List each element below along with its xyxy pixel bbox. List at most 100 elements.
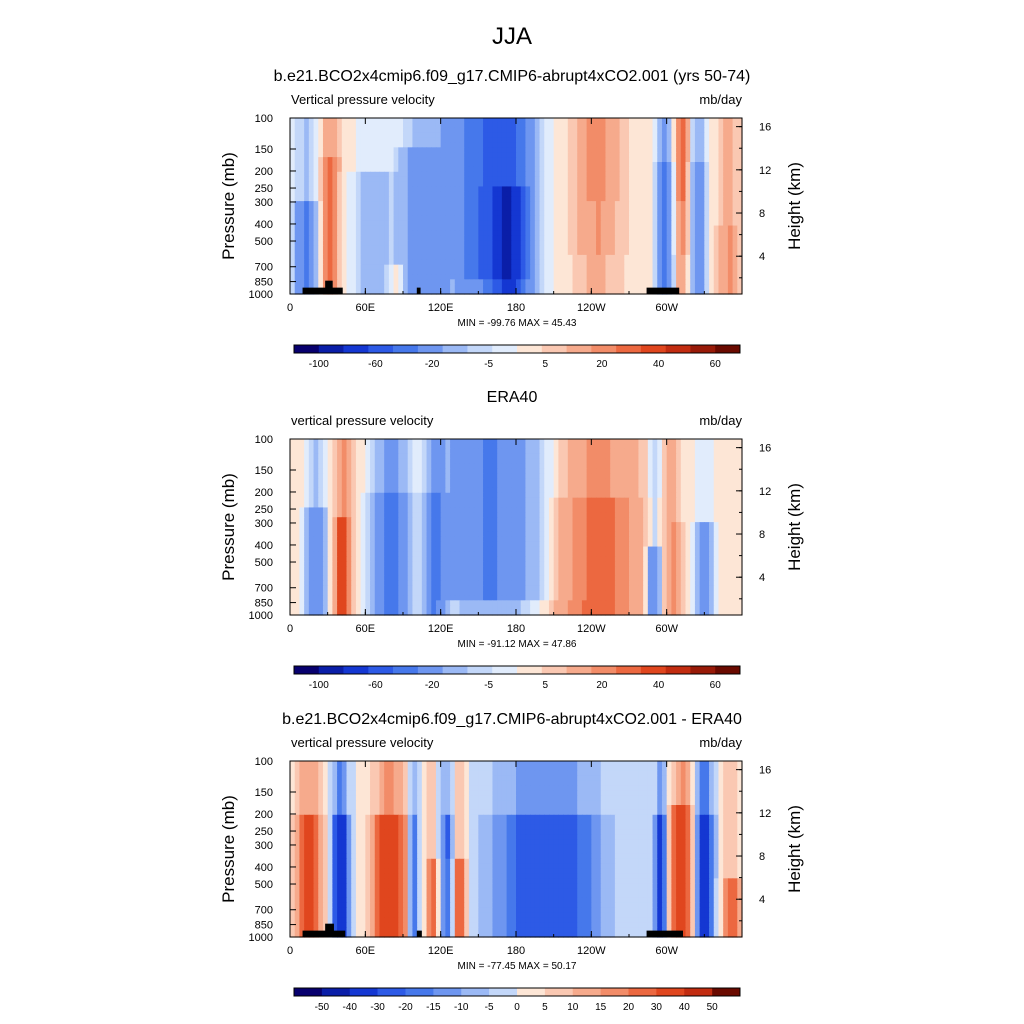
- field-cell: [290, 492, 296, 499]
- field-cell: [487, 166, 494, 173]
- field-cell: [619, 201, 625, 207]
- field-cell: [694, 137, 701, 144]
- field-cell: [318, 166, 324, 173]
- field-cell: [435, 225, 442, 232]
- field-cell: [577, 502, 583, 509]
- field-cell: [351, 157, 357, 163]
- field-cell: [694, 502, 701, 509]
- field-cell: [596, 473, 602, 479]
- field-cell: [412, 147, 418, 153]
- field-cell: [426, 142, 432, 148]
- field-cell: [487, 439, 494, 445]
- field-cell: [704, 463, 710, 469]
- field-cell: [718, 196, 724, 202]
- field-cell: [492, 463, 498, 469]
- field-cell: [633, 458, 640, 465]
- field-cell: [511, 502, 517, 509]
- field-cell: [633, 220, 640, 227]
- field-cell: [661, 186, 668, 192]
- field-cell: [723, 191, 729, 197]
- x-tick-label: 120E: [428, 302, 454, 314]
- field-cell: [633, 463, 640, 469]
- field-cell: [346, 289, 352, 295]
- field-cell: [516, 274, 522, 280]
- field-cell: [440, 196, 446, 202]
- field-cell: [393, 230, 399, 236]
- field-cell: [539, 215, 545, 222]
- field-cell: [332, 142, 338, 148]
- field-cell: [723, 259, 729, 266]
- field-cell: [680, 122, 687, 129]
- field-cell: [586, 206, 592, 212]
- field-cell: [501, 453, 508, 460]
- field-cell: [351, 289, 357, 295]
- field-cell: [318, 245, 324, 251]
- field-cell: [487, 259, 494, 266]
- field-cell: [501, 245, 508, 251]
- field-cell: [454, 289, 461, 295]
- field-cell: [516, 181, 522, 188]
- field-cell: [473, 453, 479, 460]
- field-cell: [685, 201, 691, 207]
- field-cell: [421, 487, 428, 494]
- field-cell: [492, 240, 498, 246]
- field-cell: [332, 458, 338, 465]
- field-cell: [685, 439, 691, 445]
- field-cell: [431, 254, 437, 261]
- field-cell: [676, 448, 682, 455]
- field-cell: [346, 463, 352, 469]
- field-cell: [351, 443, 357, 450]
- field-cell: [581, 250, 588, 256]
- field-cell: [346, 132, 352, 139]
- field-cell: [727, 492, 734, 499]
- field-cell: [445, 478, 451, 484]
- field-cell: [511, 118, 517, 124]
- field-cell: [713, 279, 720, 285]
- field-cell: [332, 269, 338, 276]
- field-cell: [572, 439, 578, 445]
- field-cell: [605, 289, 611, 295]
- field-cell: [713, 230, 720, 236]
- field-cell: [431, 492, 437, 499]
- panel-1: b.e21.BCO2x4cmip6.f09_g17.CMIP6-abrupt4x…: [219, 68, 804, 370]
- field-cell: [322, 492, 329, 499]
- field-cell: [351, 152, 357, 158]
- field-cell: [591, 468, 597, 474]
- field-cell: [459, 269, 465, 276]
- field-cell: [713, 152, 720, 158]
- field-cell: [638, 118, 644, 124]
- field-cell: [360, 191, 366, 197]
- field-cell: [398, 274, 404, 280]
- field-cell: [544, 181, 550, 188]
- y-tick-label: 250: [255, 183, 273, 195]
- field-cell: [614, 235, 621, 241]
- field-cell: [694, 497, 701, 504]
- field-cell: [671, 171, 677, 178]
- x-tick-label: 0: [287, 302, 293, 314]
- field-cell: [704, 458, 710, 465]
- field-cell: [360, 269, 366, 276]
- field-cell: [718, 166, 724, 173]
- field-cell: [643, 196, 649, 202]
- field-cell: [478, 497, 484, 504]
- field-cell: [666, 250, 672, 256]
- field-cell: [676, 458, 682, 465]
- field-cell: [468, 191, 475, 197]
- field-cell: [614, 142, 621, 148]
- field-cell: [365, 259, 371, 266]
- field-cell: [478, 122, 484, 129]
- field-cell: [318, 468, 324, 474]
- field-cell: [638, 181, 644, 188]
- field-cell: [304, 157, 310, 163]
- field-cell: [374, 196, 381, 202]
- field-cell: [412, 122, 418, 129]
- field-cell: [685, 492, 691, 499]
- field-cell: [657, 147, 663, 153]
- field-cell: [652, 463, 658, 469]
- field-cell: [723, 137, 729, 144]
- field-cell: [421, 162, 428, 168]
- field-cell: [379, 220, 385, 227]
- field-cell: [337, 439, 343, 445]
- field-cell: [450, 127, 456, 134]
- field-cell: [619, 157, 625, 163]
